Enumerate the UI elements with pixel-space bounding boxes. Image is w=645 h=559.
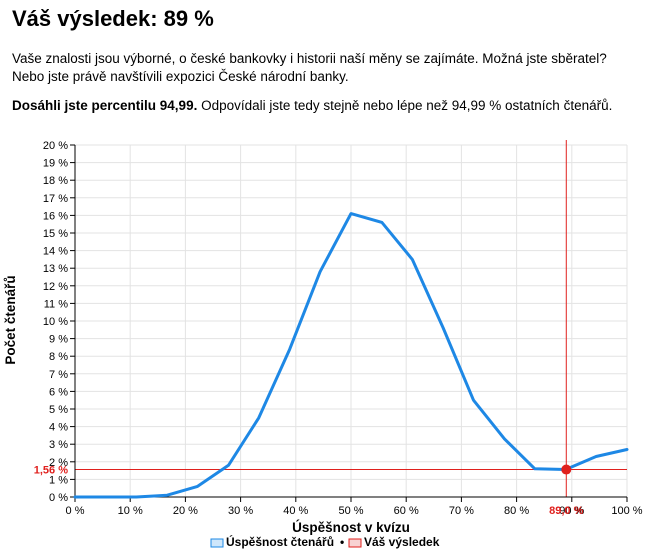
y-tick-label: 8 % — [49, 351, 68, 363]
y-tick-label: 15 % — [43, 228, 68, 240]
y-tick-label: 0 % — [49, 492, 68, 504]
y-tick-label: 18 % — [43, 175, 68, 187]
legend-label-success[interactable]: Úspěšnost čtenářů — [226, 534, 334, 549]
y-tick-label: 5 % — [49, 404, 68, 416]
x-tick-label: 90 % — [559, 505, 584, 517]
percentile-bold: Dosáhli jste percentilu 94,99. — [12, 98, 198, 113]
y-tick-label: 1 % — [49, 474, 68, 486]
y-tick-label: 17 % — [43, 193, 68, 205]
y-tick-label: 16 % — [43, 210, 68, 222]
chart-series — [73, 212, 629, 499]
x-tick-label: 0 % — [66, 505, 85, 517]
y-tick-label: 9 % — [49, 334, 68, 346]
y-axis-title: Počet čtenářů — [3, 275, 18, 364]
result-marker: 89,0 % 1,56 % — [34, 464, 584, 517]
legend-swatch-result[interactable] — [348, 538, 362, 548]
y-tick-label: 19 % — [43, 158, 68, 170]
result-x-label: 89,0 % — [549, 505, 583, 517]
result-point — [561, 464, 572, 475]
x-tick-label: 70 % — [449, 505, 474, 517]
x-tick-label: 40 % — [283, 505, 308, 517]
x-tick-label: 50 % — [338, 505, 363, 517]
legend-separator: • — [340, 535, 344, 549]
result-y-label: 1,56 % — [34, 465, 68, 477]
y-tick-label: 2 % — [49, 457, 68, 469]
y-tick-label: 11 % — [44, 298, 68, 310]
x-tick-label: 100 % — [611, 505, 642, 517]
y-tick-label: 3 % — [49, 439, 68, 451]
x-tick-label: 60 % — [394, 505, 419, 517]
y-tick-label: 20 % — [43, 140, 68, 152]
x-tick-label: 80 % — [504, 505, 529, 517]
page-title: Váš výsledek: 89 % — [12, 6, 214, 31]
y-tick-label: 7 % — [49, 369, 68, 381]
chart-axes — [70, 144, 628, 502]
chart-ticks: 0 % 1 % 2 % 3 % 4 % 5 % 6 % 7 % 8 % 9 % 10 % 11 % 12… — [43, 140, 643, 517]
chart-legend[interactable]: Úspěšnost čtenářů • Váš výsledek — [210, 534, 440, 549]
legend-label-result[interactable]: Váš výsledek — [364, 535, 440, 549]
x-axis-title: Úspěšnost v kvízu — [292, 520, 410, 535]
x-tick-label: 20 % — [173, 505, 198, 517]
percentile-rest: Odpovídali jste tedy stejně nebo lépe ne… — [197, 98, 613, 113]
series-line-success — [73, 212, 629, 499]
y-tick-label: 10 % — [43, 316, 68, 328]
legend-swatch-success[interactable] — [210, 538, 224, 548]
x-tick-label: 10 % — [118, 505, 143, 517]
x-tick-label: 30 % — [228, 505, 253, 517]
y-tick-label: 4 % — [49, 422, 68, 434]
y-tick-label: 6 % — [49, 386, 68, 398]
y-tick-label: 12 % — [43, 281, 68, 293]
result-description: Vaše znalosti jsou výborné, o české bank… — [12, 51, 607, 84]
percentile-text: Dosáhli jste percentilu 94,99. Odpovídal… — [12, 97, 642, 115]
y-tick-label: 14 % — [43, 246, 68, 258]
y-tick-label: 13 % — [43, 263, 68, 275]
chart-grid — [75, 144, 628, 497]
